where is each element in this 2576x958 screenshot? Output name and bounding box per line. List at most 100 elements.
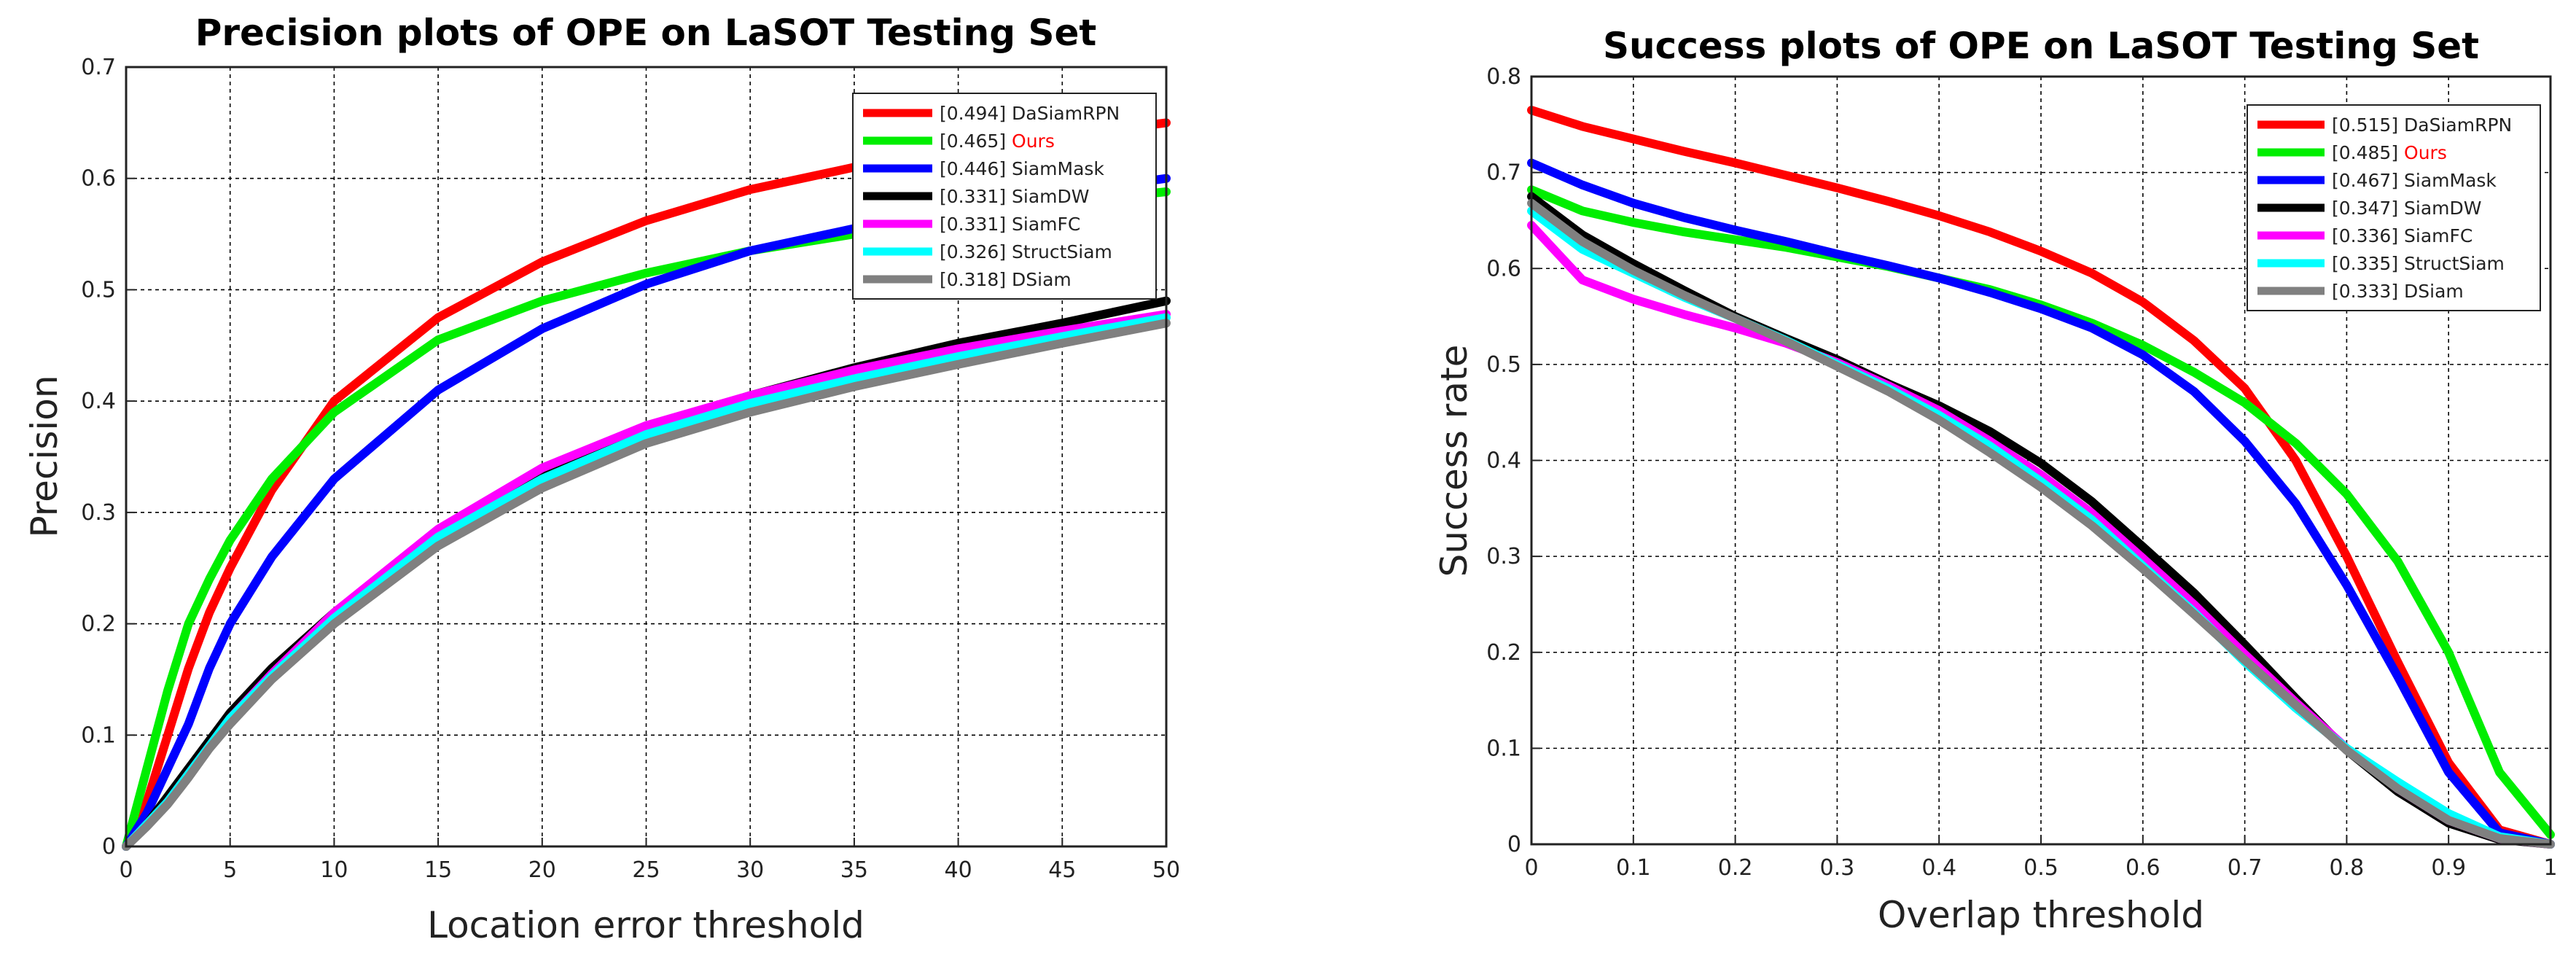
- x-tick-label: 0.2: [1718, 855, 1753, 881]
- x-tick-label: 0.7: [2228, 855, 2263, 881]
- y-axis-label: Success rate: [1433, 345, 1475, 577]
- x-tick-label: 35: [840, 857, 868, 883]
- legend: [0.494] DaSiamRPN[0.465] Ours[0.446] Sia…: [852, 93, 1157, 300]
- series-line-dsiam: [122, 319, 1171, 851]
- axis-ticks: 0 0.1 0.2 0.3 0.4 0.5 0.6 0.7 0.8 0.9 1 0 0.1 0.2 0.3 0…: [1486, 64, 2557, 881]
- x-tick-label: 0.9: [2431, 855, 2466, 881]
- grid: [126, 67, 1166, 846]
- x-tick-label: 40: [945, 857, 972, 883]
- legend-entry: [0.347] SiamDW: [2332, 198, 2482, 219]
- legend-score: [0.515]: [2332, 114, 2404, 136]
- x-tick-label: 45: [1048, 857, 1076, 883]
- x-tick-label: 0.3: [1820, 855, 1855, 881]
- x-axis-label: Location error threshold: [427, 904, 864, 946]
- legend-score: [0.331]: [940, 214, 1012, 235]
- y-tick-label: 0.1: [81, 723, 116, 748]
- legend-name: SiamDW: [2404, 198, 2481, 219]
- x-tick-label: 0.5: [2023, 855, 2058, 881]
- success-chart: Success plots of OPE on LaSOT Testing Se…: [1433, 25, 2558, 936]
- y-tick-label: 0.5: [1486, 352, 1521, 378]
- y-tick-label: 0.1: [1486, 736, 1521, 761]
- legend-name: SiamMask: [2404, 170, 2497, 191]
- legend-entry: [0.331] SiamFC: [940, 214, 1080, 235]
- x-tick-label: 1: [2543, 855, 2557, 881]
- legend-score: [0.335]: [2332, 253, 2404, 274]
- legend-score: [0.336]: [2332, 225, 2404, 246]
- x-tick-label: 0.4: [1921, 855, 1956, 881]
- legend-entry: [0.326] StructSiam: [940, 241, 1112, 262]
- legend-entry: [0.515] DaSiamRPN: [2332, 114, 2512, 136]
- legend-name: StructSiam: [1012, 241, 1112, 262]
- legend-score: [0.331]: [940, 186, 1012, 207]
- series-line-siammask: [1527, 158, 2555, 849]
- legend-name: DSiam: [1012, 269, 1072, 290]
- legend-score: [0.485]: [2332, 142, 2404, 163]
- y-tick-label: 0.2: [1486, 640, 1521, 666]
- x-axis-label: Overlap threshold: [1878, 894, 2204, 936]
- x-tick-label: 5: [223, 857, 237, 883]
- legend-score: [0.326]: [940, 241, 1012, 262]
- legend-name: SiamMask: [1012, 158, 1104, 179]
- legend-score: [0.465]: [940, 131, 1012, 152]
- legend-entry: [0.336] SiamFC: [2332, 225, 2472, 246]
- legend-score: [0.494]: [940, 103, 1012, 124]
- x-tick-label: 0.6: [2126, 855, 2161, 881]
- legend-entry: [0.494] DaSiamRPN: [940, 103, 1120, 124]
- x-tick-label: 15: [424, 857, 452, 883]
- legend-name: Ours: [1012, 131, 1055, 152]
- series-lines: [1527, 106, 2555, 849]
- y-tick-label: 0.3: [1486, 544, 1521, 569]
- legend-entry: [0.446] SiamMask: [940, 158, 1104, 179]
- series-line-dasiamrpn: [1527, 106, 2555, 849]
- legend-name: StructSiam: [2404, 253, 2505, 274]
- y-tick-label: 0.2: [81, 612, 116, 637]
- legend-score: [0.318]: [940, 269, 1012, 290]
- y-tick-label: 0.5: [81, 277, 116, 303]
- y-tick-label: 0.8: [1486, 64, 1521, 90]
- axis-ticks: 0 5 10 15 20 25 30 35 40 45 50 0 0.1 0.2 0.3 0.4 0.5 0.6 0…: [81, 55, 1180, 883]
- legend: [0.515] DaSiamRPN[0.485] Ours[0.467] Sia…: [2247, 104, 2541, 311]
- y-tick-label: 0.7: [1486, 160, 1521, 186]
- x-tick-label: 0: [119, 857, 133, 883]
- legend-name: Ours: [2404, 142, 2447, 163]
- chart-title: Success plots of OPE on LaSOT Testing Se…: [1603, 25, 2479, 67]
- legend-entry: [0.335] StructSiam: [2332, 253, 2505, 274]
- legend-entry: [0.485] Ours: [2332, 142, 2447, 163]
- y-tick-label: 0.6: [81, 166, 116, 192]
- legend-name: DSiam: [2404, 281, 2464, 302]
- legend-name: SiamFC: [2404, 225, 2472, 246]
- y-tick-label: 0: [1507, 832, 1521, 857]
- x-tick-label: 50: [1152, 857, 1180, 883]
- x-tick-label: 25: [632, 857, 660, 883]
- y-tick-label: 0.4: [1486, 448, 1521, 474]
- y-axis-label: Precision: [23, 375, 66, 537]
- legend-entry: [0.465] Ours: [940, 131, 1055, 152]
- legend-name: DaSiamRPN: [2404, 114, 2512, 136]
- legend-entry: [0.331] SiamDW: [940, 186, 1090, 207]
- y-tick-label: 0.7: [81, 55, 116, 80]
- series-line-dsiam: [1527, 198, 2555, 849]
- legend-name: SiamDW: [1012, 186, 1089, 207]
- y-tick-label: 0.6: [1486, 256, 1521, 281]
- x-tick-label: 10: [320, 857, 348, 883]
- legend-score: [0.347]: [2332, 198, 2404, 219]
- precision-chart: Precision plots of OPE on LaSOT Testing …: [23, 12, 1180, 946]
- y-tick-label: 0: [102, 834, 116, 860]
- x-tick-label: 0.1: [1616, 855, 1651, 881]
- legend-entry: [0.318] DSiam: [940, 269, 1072, 290]
- legend-entry: [0.467] SiamMask: [2332, 170, 2497, 191]
- x-tick-label: 30: [736, 857, 764, 883]
- y-tick-label: 0.4: [81, 389, 116, 414]
- x-tick-label: 20: [528, 857, 556, 883]
- y-tick-label: 0.3: [81, 500, 116, 526]
- legend-name: DaSiamRPN: [1012, 103, 1120, 124]
- x-tick-label: 0: [1524, 855, 1538, 881]
- legend-name: SiamFC: [1012, 214, 1080, 235]
- x-tick-label: 0.8: [2330, 855, 2365, 881]
- legend-entry: [0.333] DSiam: [2332, 281, 2464, 302]
- legend-score: [0.467]: [2332, 170, 2404, 191]
- chart-title: Precision plots of OPE on LaSOT Testing …: [195, 12, 1097, 54]
- legend-score: [0.333]: [2332, 281, 2404, 302]
- legend-score: [0.446]: [940, 158, 1012, 179]
